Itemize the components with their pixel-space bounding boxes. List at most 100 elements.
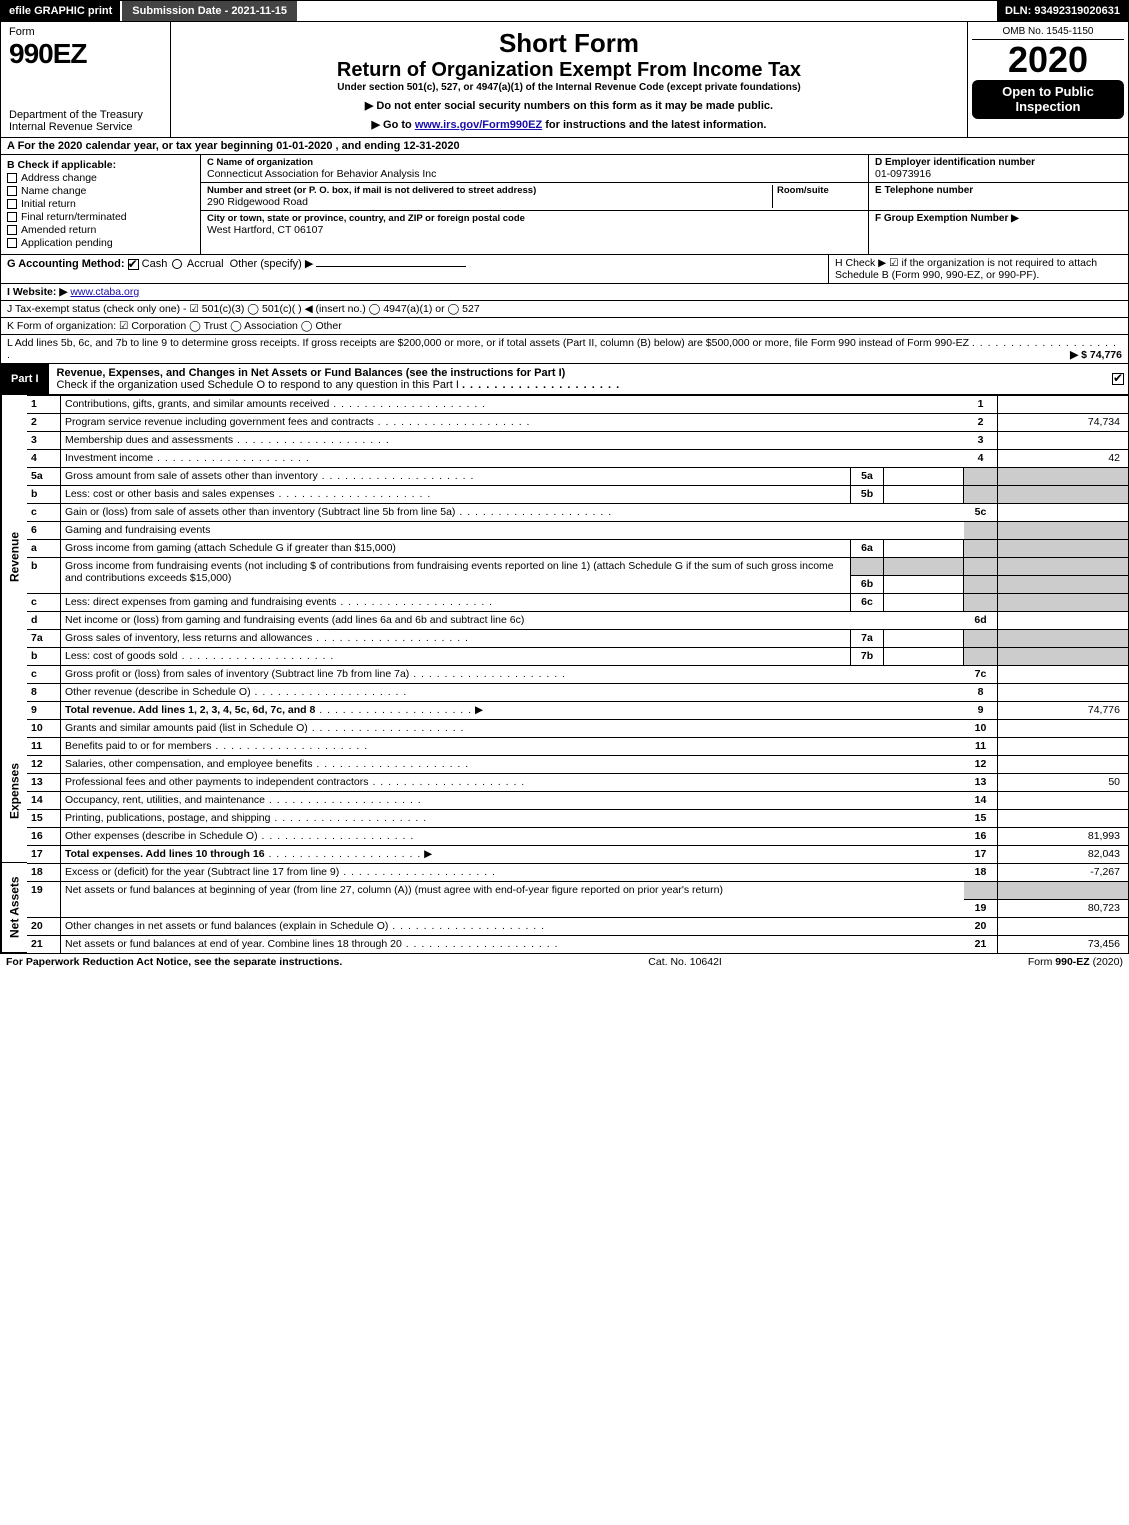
- footer-left: For Paperwork Reduction Act Notice, see …: [6, 956, 342, 968]
- r18-rval: -7,267: [998, 863, 1128, 881]
- r16-rval: 81,993: [998, 827, 1128, 845]
- r6b-mval: [884, 575, 964, 593]
- r6a-ln: a: [27, 539, 61, 557]
- omb-number: OMB No. 1545-1150: [972, 26, 1124, 40]
- r10-rval: [998, 719, 1128, 737]
- form-label: Form: [9, 26, 162, 38]
- r5a-desc: Gross amount from sale of assets other t…: [61, 467, 850, 485]
- r9-rval: 74,776: [998, 701, 1128, 719]
- r17-rln: 17: [964, 845, 998, 863]
- row-k: K Form of organization: ☑ Corporation ◯ …: [0, 318, 1129, 335]
- g-cash-check: [128, 259, 139, 270]
- r7b-mln: 7b: [850, 647, 884, 665]
- r15-ln: 15: [27, 809, 61, 827]
- r8-rln: 8: [964, 683, 998, 701]
- r18-rln: 18: [964, 863, 998, 881]
- r12-ln: 12: [27, 755, 61, 773]
- ssn-warning: ▶ Do not enter social security numbers o…: [177, 99, 961, 112]
- col-def: D Employer identification number 01-0973…: [868, 155, 1128, 254]
- r5b-mval: [884, 485, 964, 503]
- row-gh: G Accounting Method: Cash Accrual Other …: [0, 255, 1129, 284]
- efile-print-label: efile GRAPHIC print: [1, 1, 120, 21]
- r5b-desc: Less: cost or other basis and sales expe…: [61, 485, 850, 503]
- line-a: A For the 2020 calendar year, or tax yea…: [0, 138, 1129, 155]
- r7a-mval: [884, 629, 964, 647]
- r7a-desc: Gross sales of inventory, less returns a…: [61, 629, 850, 647]
- r13-ln: 13: [27, 773, 61, 791]
- r6b-rval-t: [998, 557, 1128, 575]
- r7a-rval: [998, 629, 1128, 647]
- r6-ln: 6: [27, 521, 61, 539]
- r2-rln: 2: [964, 413, 998, 431]
- b-title: B Check if applicable:: [7, 159, 194, 171]
- r13-rval: 50: [998, 773, 1128, 791]
- b-address-change: Address change: [7, 172, 194, 184]
- c-addr-block: Number and street (or P. O. box, if mail…: [201, 183, 868, 211]
- r6b-rval: [998, 575, 1128, 593]
- r16-rln: 16: [964, 827, 998, 845]
- r6c-rln: [964, 593, 998, 611]
- part1-title: Revenue, Expenses, and Changes in Net As…: [57, 367, 566, 379]
- e-tel-lbl: E Telephone number: [875, 185, 1122, 196]
- r13-desc: Professional fees and other payments to …: [61, 773, 964, 791]
- r5a-mval: [884, 467, 964, 485]
- g-other-label: Other (specify) ▶: [230, 258, 314, 270]
- r6d-desc: Net income or (loss) from gaming and fun…: [61, 611, 964, 629]
- c-name-block: C Name of organization Connecticut Assoc…: [201, 155, 868, 183]
- b-name-change: Name change: [7, 185, 194, 197]
- r6b-ln: b: [27, 557, 61, 593]
- header-center: Short Form Return of Organization Exempt…: [171, 22, 968, 137]
- r10-desc: Grants and similar amounts paid (list in…: [61, 719, 964, 737]
- r5a-rln: [964, 467, 998, 485]
- r5b-mln: 5b: [850, 485, 884, 503]
- vlabel-netassets: Net Assets: [1, 863, 27, 953]
- r12-desc: Salaries, other compensation, and employ…: [61, 755, 964, 773]
- r6d-rval: [998, 611, 1128, 629]
- website-link[interactable]: www.ctaba.org: [70, 286, 139, 298]
- r19-desc: Net assets or fund balances at beginning…: [61, 881, 964, 917]
- g-label: G Accounting Method:: [7, 258, 125, 270]
- f-grp-block: F Group Exemption Number ▶: [869, 211, 1128, 238]
- r7b-rval: [998, 647, 1128, 665]
- r15-rln: 15: [964, 809, 998, 827]
- r2-rval: 74,734: [998, 413, 1128, 431]
- org-address: 290 Ridgewood Road: [207, 196, 772, 208]
- short-form-title: Short Form: [177, 28, 961, 59]
- r7c-rln: 7c: [964, 665, 998, 683]
- r6c-desc: Less: direct expenses from gaming and fu…: [61, 593, 850, 611]
- h-schedule-b: H Check ▶ ☑ if the organization is not r…: [828, 255, 1128, 283]
- g-accrual-label: Accrual: [187, 258, 224, 270]
- r1-desc: Contributions, gifts, grants, and simila…: [61, 395, 964, 413]
- r20-desc: Other changes in net assets or fund bala…: [61, 917, 964, 935]
- row-l: L Add lines 5b, 6c, and 7b to line 9 to …: [0, 335, 1129, 364]
- r21-ln: 21: [27, 935, 61, 953]
- r6a-rval: [998, 539, 1128, 557]
- r21-desc: Net assets or fund balances at end of ye…: [61, 935, 964, 953]
- footer-mid: Cat. No. 10642I: [648, 956, 722, 968]
- r6a-rln: [964, 539, 998, 557]
- r9-ln: 9: [27, 701, 61, 719]
- r5b-rval: [998, 485, 1128, 503]
- r2-desc: Program service revenue including govern…: [61, 413, 964, 431]
- org-city: West Hartford, CT 06107: [207, 224, 862, 236]
- r5c-rln: 5c: [964, 503, 998, 521]
- r6c-ln: c: [27, 593, 61, 611]
- open-public-pill: Open to Public Inspection: [972, 80, 1124, 119]
- r20-rln: 20: [964, 917, 998, 935]
- r4-rval: 42: [998, 449, 1128, 467]
- goto-post: for instructions and the latest informat…: [545, 119, 766, 131]
- r10-ln: 10: [27, 719, 61, 737]
- c-city-block: City or town, state or province, country…: [201, 211, 868, 238]
- c-city-lbl: City or town, state or province, country…: [207, 213, 862, 224]
- part1-title-block: Revenue, Expenses, and Changes in Net As…: [49, 364, 1108, 394]
- r6d-rln: 6d: [964, 611, 998, 629]
- r6d-ln: d: [27, 611, 61, 629]
- r12-rln: 12: [964, 755, 998, 773]
- b-final-return: Final return/terminated: [7, 211, 194, 223]
- g-other-blank: [316, 266, 466, 267]
- r7c-rval: [998, 665, 1128, 683]
- dln-label: DLN: 93492319020631: [997, 1, 1128, 21]
- irs-link[interactable]: www.irs.gov/Form990EZ: [415, 119, 542, 131]
- d-ein-lbl: D Employer identification number: [875, 157, 1122, 168]
- r3-ln: 3: [27, 431, 61, 449]
